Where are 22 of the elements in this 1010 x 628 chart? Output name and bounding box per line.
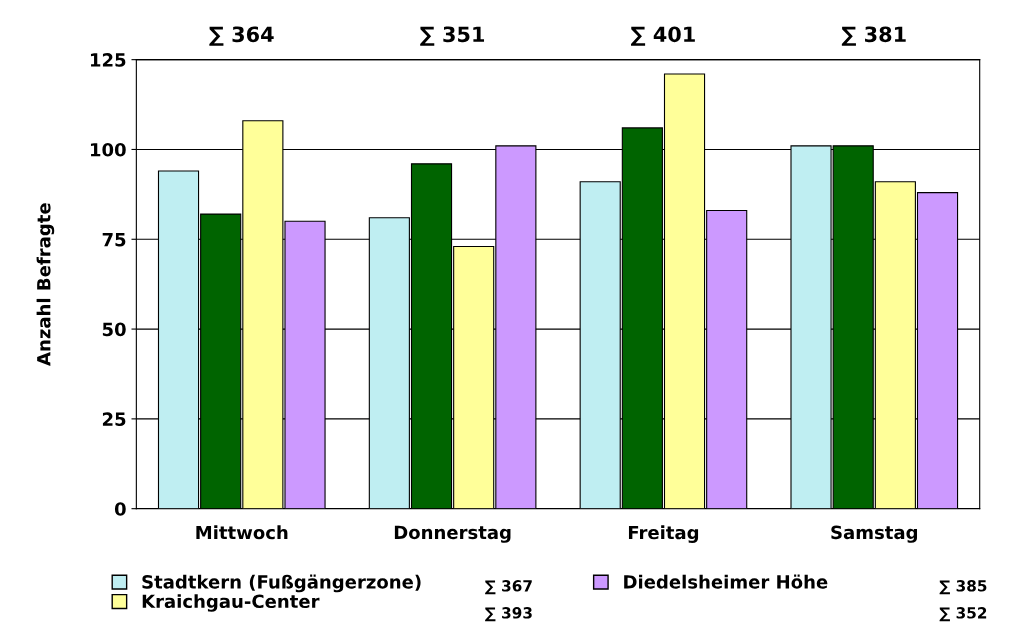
legend-label: Kraichgau-Center xyxy=(142,594,320,612)
text: ∑ 393 xyxy=(485,607,532,622)
y-tick-label: 125 xyxy=(90,53,126,67)
legend-label: Stadtkern (Fußgängerzone) xyxy=(142,574,421,593)
text: ∑ 401 xyxy=(631,26,695,46)
text: ∑ 367 xyxy=(485,580,532,595)
text: ∑ 364 xyxy=(209,26,274,46)
y-tick-label: 75 xyxy=(102,232,126,247)
x-tick-label: Donnerstag xyxy=(394,525,511,543)
y-axis-title: Anzahl Befragte xyxy=(36,203,55,366)
y-tick-label: 25 xyxy=(102,412,126,426)
y-tick-label: 100 xyxy=(90,142,126,157)
y-tick-label: 50 xyxy=(102,322,126,337)
text: ∑ 351 xyxy=(420,26,485,46)
text: ∑ 352 xyxy=(939,607,987,622)
x-tick-label: Mittwoch xyxy=(196,525,288,540)
y-tick-label: 0 xyxy=(114,502,126,516)
text: ∑ 381 xyxy=(841,26,906,46)
text: ∑ 385 xyxy=(939,580,987,595)
legend-label: Diedelsheimer Höhe xyxy=(624,574,828,589)
x-tick-label: Freitag xyxy=(628,525,699,543)
x-tick-label: Samstag xyxy=(831,525,918,543)
